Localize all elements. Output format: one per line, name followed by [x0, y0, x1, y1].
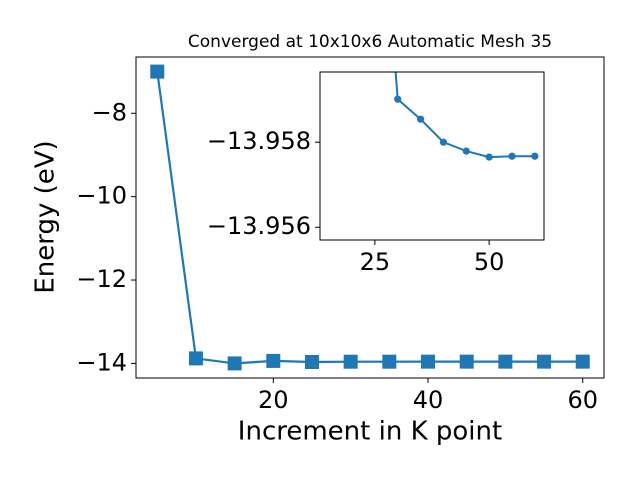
marker: [459, 354, 474, 369]
marker: [498, 354, 513, 369]
y-tick-label: −13.958: [207, 127, 311, 155]
y-tick-label: −10: [76, 182, 127, 210]
y-axis-label: Energy (eV): [31, 140, 61, 293]
chart-title: Converged at 10x10x6 Automatic Mesh 35: [188, 32, 552, 52]
x-tick-label: 25: [360, 248, 391, 276]
marker: [304, 354, 319, 369]
x-tick-label: 40: [413, 386, 444, 414]
x-axis-label: Increment in K point: [238, 417, 502, 447]
marker: [485, 153, 493, 161]
y-tick-label: −8: [92, 98, 127, 126]
marker: [439, 138, 448, 146]
marker: [188, 351, 203, 366]
axes-frame: [319, 71, 545, 241]
series: [394, 72, 539, 161]
y-tick-label: −14: [76, 348, 127, 376]
marker: [537, 354, 552, 369]
line: [394, 72, 535, 159]
marker: [421, 354, 436, 369]
marker: [575, 354, 590, 369]
marker: [508, 152, 516, 160]
marker: [462, 147, 470, 155]
series: [150, 64, 590, 371]
y-tick-label: −12: [76, 265, 127, 293]
x-tick-label: 60: [567, 386, 598, 414]
marker: [266, 353, 281, 368]
marker: [150, 64, 165, 79]
marker: [531, 152, 539, 160]
y-tick-label: −13.956: [207, 212, 311, 240]
marker: [343, 354, 358, 369]
marker: [382, 354, 397, 369]
marker: [227, 356, 242, 371]
marker: [394, 95, 402, 103]
x-tick-label: 20: [258, 386, 289, 414]
marker: [416, 115, 425, 123]
axes-frame: [135, 56, 605, 379]
x-tick-label: 50: [474, 248, 505, 276]
